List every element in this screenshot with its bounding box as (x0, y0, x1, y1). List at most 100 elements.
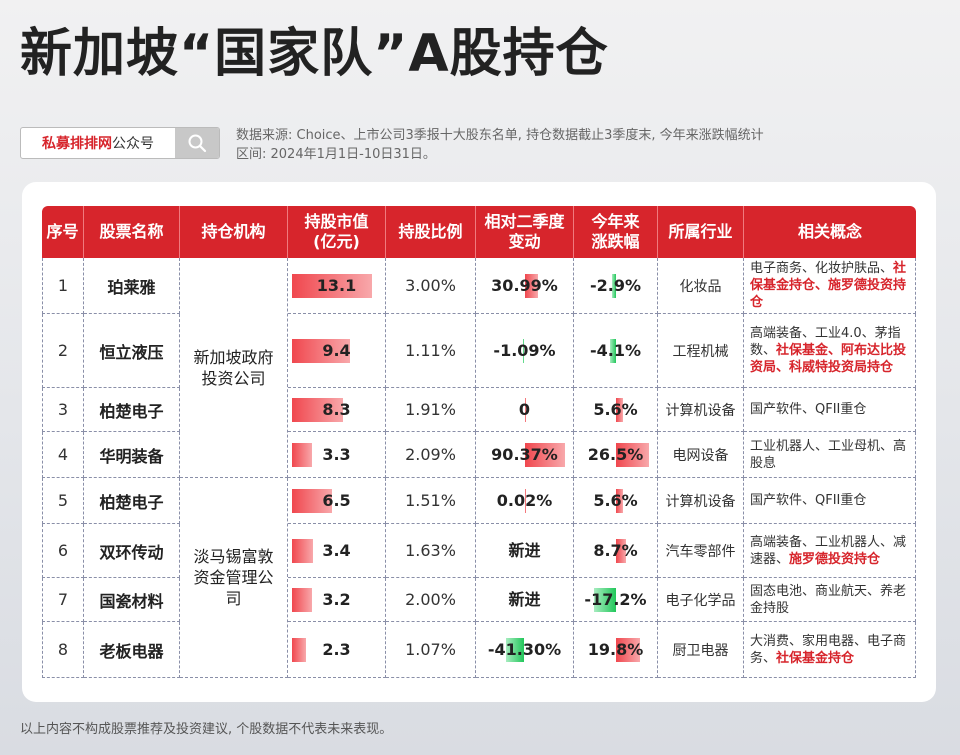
header-col-market-value: 持股市值 (亿元) (288, 206, 386, 258)
search-button[interactable] (175, 128, 219, 158)
concept-text: 国产软件、QFII重仓 (750, 493, 867, 508)
qoq-change-label: 30.99% (491, 275, 558, 295)
ytd-change: -2.9% (574, 258, 658, 314)
qoq-change-label: 90.37% (491, 444, 558, 464)
qoq-change: -41.30% (476, 622, 574, 678)
ytd-change-label: 26.5% (587, 444, 644, 464)
institution-cell: 淡马锡富敦资金管理公司 (180, 478, 288, 678)
concept-highlight: 施罗德投资持仓 (789, 551, 881, 567)
ytd-change-label: -4.1% (589, 340, 641, 360)
industry: 厨卫电器 (658, 622, 744, 678)
source-label: 私募排排网 公众号 (21, 128, 175, 158)
source-brand: 私募排排网 (42, 136, 112, 152)
row-number: 7 (42, 578, 84, 622)
table-row: 8 老板电器 2.3 1.07% -41.30% 19.8% 厨卫电器 大消费、家用电器、电子… (42, 622, 916, 678)
row-number: 2 (42, 314, 84, 388)
stock-name: 柏楚电子 (84, 388, 180, 432)
concepts: 高端装备、工业4.0、茅指数、社保基金、阿布达比投资局、科威特投资局持仓 (744, 314, 916, 388)
ytd-change-bar (615, 538, 627, 563)
holding-ratio: 2.00% (386, 578, 476, 622)
market-value-bar (292, 538, 313, 563)
holding-ratio: 3.00% (386, 258, 476, 314)
concepts: 高端装备、工业机器人、减速器、施罗德投资持仓 (744, 524, 916, 578)
concept-text: 国产软件、QFII重仓 (750, 402, 867, 417)
market-value-bar (292, 637, 307, 662)
holding-ratio: 1.07% (386, 622, 476, 678)
qoq-change-label: 新进 (508, 540, 541, 560)
ytd-change-bar (615, 397, 623, 422)
header-col-no: 序号 (42, 206, 84, 258)
table-row: 4 华明装备 3.3 2.09% 90.37% 26.5% 电网设备 工业机器人、工业母机、高… (42, 432, 916, 478)
table-row: 3 柏楚电子 8.3 1.91% 0 5.6% 计算机设备 国产软件、QFII重仓 (42, 388, 916, 432)
industry: 工程机械 (658, 314, 744, 388)
table-row: 1 珀莱雅 新加坡政府投资公司 13.1 3.00% 30.99% -2.9% 化妆品 电子商务… (42, 258, 916, 478)
qoq-change-bar (523, 338, 525, 363)
market-value-label: 8.3 (322, 399, 351, 419)
holdings-card: 序号 股票名称 持仓机构 持股市值 (亿元) 持股比例 相对二季度 变动 今年来 涨跌幅 所属行业相… (22, 182, 936, 702)
ytd-change-label: -17.2% (584, 589, 647, 609)
market-value: 6.5 (288, 478, 386, 524)
source-suffix: 公众号 (112, 136, 154, 152)
industry: 计算机设备 (658, 478, 744, 524)
ytd-change: 8.7% (574, 524, 658, 578)
data-source-note: 数据来源: Choice、上市公司3季报十大股东名单, 持仓数据截止3季度末, … (236, 128, 764, 162)
header-col-ratio: 持股比例 (386, 206, 476, 258)
ytd-change-bar (610, 338, 616, 363)
stock-name: 双环传动 (84, 524, 180, 578)
ytd-change-bar (615, 488, 623, 513)
row-number: 8 (42, 622, 84, 678)
ytd-change: 19.8% (574, 622, 658, 678)
table-row: 7 国瓷材料 3.2 2.00% 新进 -17.2% 电子化学品 固态电池、商业航天、养老金持… (42, 578, 916, 622)
qoq-change-bar (506, 637, 525, 662)
ytd-change-bar (615, 637, 641, 662)
search-icon (188, 134, 207, 153)
concept-text: 固态电池、商业航天、养老金持股 (750, 583, 907, 616)
stock-name: 华明装备 (84, 432, 180, 478)
market-value-bar (292, 488, 332, 513)
header-col-change: 相对二季度 变动 (476, 206, 574, 258)
disclaimer: 以上内容不构成股票推荐及投资建议, 个股数据不代表未来表现。 (20, 722, 393, 737)
industry: 计算机设备 (658, 388, 744, 432)
market-value: 3.4 (288, 524, 386, 578)
header-col-ytd: 今年来 涨跌幅 (574, 206, 658, 258)
market-value: 8.3 (288, 388, 386, 432)
concepts: 国产软件、QFII重仓 (744, 478, 916, 524)
table-row: 5 柏楚电子 淡马锡富敦资金管理公司 6.5 1.51% 0.02% 5.6% 计算机设备 国产… (42, 478, 916, 678)
row-number: 1 (42, 258, 84, 314)
qoq-change-label: 0 (518, 399, 531, 419)
industry: 汽车零部件 (658, 524, 744, 578)
market-value-bar (292, 397, 343, 422)
concept-highlight: 社保基金持仓、施罗德投资持仓 (750, 261, 907, 310)
qoq-change: -1.09% (476, 314, 574, 388)
qoq-change: 0 (476, 388, 574, 432)
ytd-change-bar (594, 587, 616, 612)
source-search-box[interactable]: 私募排排网 公众号 (20, 127, 220, 159)
market-value-label: 13.1 (316, 275, 357, 295)
industry: 化妆品 (658, 258, 744, 314)
market-value-label: 9.4 (322, 340, 351, 360)
market-value: 3.3 (288, 432, 386, 478)
market-value-bar (292, 587, 312, 612)
ytd-change-bar (615, 442, 649, 467)
stock-name: 老板电器 (84, 622, 180, 678)
qoq-change: 90.37% (476, 432, 574, 478)
ytd-change: 5.6% (574, 388, 658, 432)
ytd-change: 5.6% (574, 478, 658, 524)
ytd-change-label: 19.8% (587, 639, 644, 659)
stock-name: 国瓷材料 (84, 578, 180, 622)
table-row: 6 双环传动 3.4 1.63% 新进 8.7% 汽车零部件 高端装备、工业机器人、减速器、施… (42, 524, 916, 578)
ytd-change-label: -2.9% (589, 275, 641, 295)
concepts: 电子商务、化妆护肤品、社保基金持仓、施罗德投资持仓 (744, 258, 916, 314)
holding-ratio: 1.91% (386, 388, 476, 432)
qoq-change-label: 0.02% (496, 490, 553, 510)
market-value-bar (292, 442, 313, 467)
concepts: 大消费、家用电器、电子商务、社保基金持仓 (744, 622, 916, 678)
holding-ratio: 2.09% (386, 432, 476, 478)
stock-name: 恒立液压 (84, 314, 180, 388)
industry: 电网设备 (658, 432, 744, 478)
qoq-change-label: 新进 (508, 589, 541, 609)
concepts: 国产软件、QFII重仓 (744, 388, 916, 432)
header-col-concept: 相关概念 (744, 206, 916, 258)
concepts: 工业机器人、工业母机、高股息 (744, 432, 916, 478)
market-value-label: 3.2 (322, 589, 351, 609)
